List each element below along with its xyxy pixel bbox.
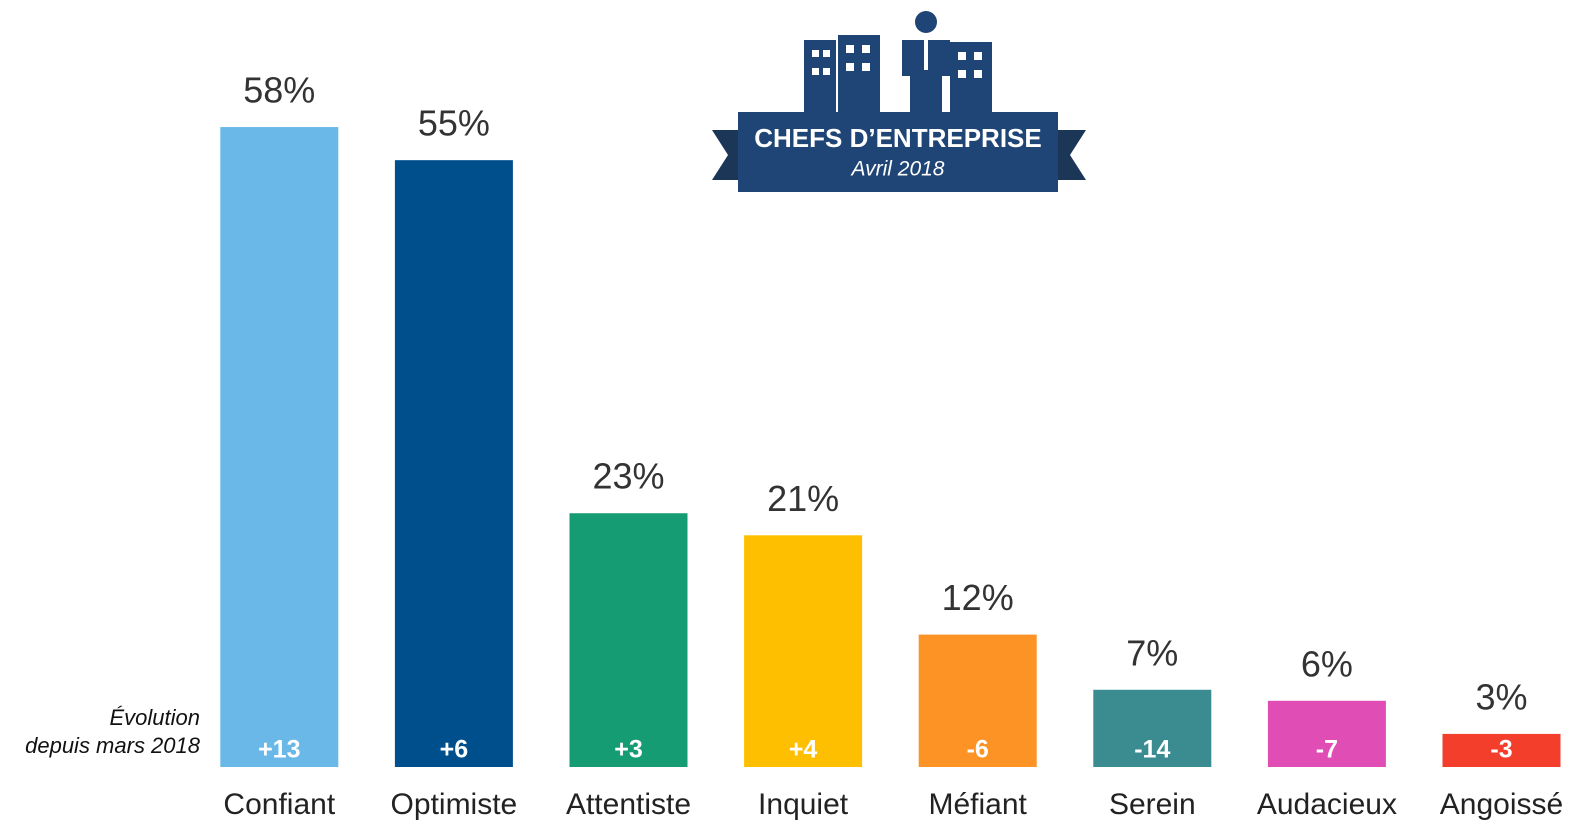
bar [394, 160, 513, 767]
evolution-label: -14 [1134, 736, 1170, 764]
badge-title: CHEFS D’ENTREPRISE [754, 123, 1042, 153]
bar [744, 535, 863, 767]
evolution-label: -3 [1490, 736, 1512, 764]
x-tick-label: Optimiste [391, 788, 518, 821]
evolution-label: +6 [440, 736, 469, 764]
x-tick-label: Attentiste [566, 788, 691, 821]
bar [1267, 700, 1386, 767]
x-tick-label: Serein [1109, 788, 1196, 821]
bar [569, 513, 688, 767]
x-tick-label: Audacieux [1257, 788, 1397, 821]
evolution-caption: Évolution [109, 705, 200, 730]
x-tick-label: Confiant [223, 788, 335, 821]
value-label: 58% [243, 70, 315, 111]
bar [918, 634, 1037, 767]
badge: CHEFS D’ENTREPRISE Avril 2018 [712, 11, 1086, 192]
badge-subtitle: Avril 2018 [849, 158, 944, 181]
value-label: 7% [1126, 632, 1178, 673]
x-tick-label: Méfiant [929, 788, 1028, 821]
banner [738, 112, 1058, 192]
bar [1442, 733, 1561, 767]
value-label: 55% [418, 103, 490, 144]
bar [1093, 689, 1212, 767]
evolution-label: -6 [967, 736, 989, 764]
evolution-label: +3 [614, 736, 643, 764]
evolution-label: +13 [258, 736, 300, 764]
value-label: 3% [1475, 676, 1527, 717]
value-label: 21% [767, 478, 839, 519]
bar [220, 127, 339, 768]
evolution-label: +4 [789, 736, 818, 764]
value-label: 23% [592, 456, 664, 497]
value-label: 6% [1301, 643, 1353, 684]
x-tick-label: Angoissé [1440, 788, 1563, 821]
windows [812, 40, 982, 78]
evolution-label: -7 [1316, 736, 1338, 764]
buildings-icon [804, 11, 992, 112]
x-tick-label: Inquiet [758, 788, 849, 821]
evolution-caption: depuis mars 2018 [25, 733, 201, 758]
value-label: 12% [942, 577, 1014, 618]
